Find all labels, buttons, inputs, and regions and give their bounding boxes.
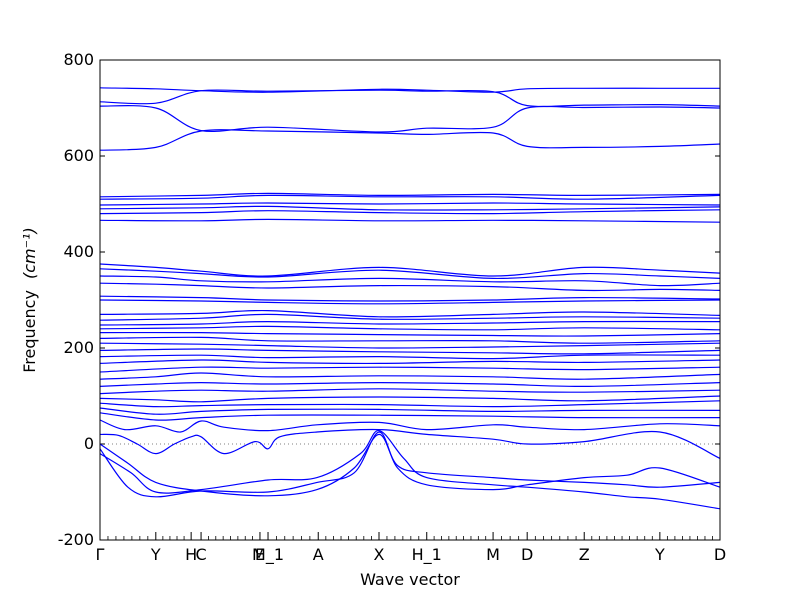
x-tick-label: Y (654, 545, 665, 564)
branch-line-27 (99, 372, 721, 380)
y-axis-label-unit: (cm⁻¹) (20, 227, 39, 279)
x-tick-label: H_1 (412, 545, 442, 565)
x-tick-label: A (313, 545, 324, 564)
phonon-branches (99, 87, 721, 510)
y-tick-label: 400 (63, 242, 94, 261)
branch-line-4 (99, 192, 721, 198)
branch-line-23 (99, 348, 721, 355)
branch-line-18 (99, 320, 721, 326)
branch-line-17 (99, 313, 721, 321)
branch-line-8 (99, 209, 721, 215)
branch-line-28 (99, 381, 721, 388)
branch-line-15 (99, 299, 721, 305)
branch-line-33 (99, 412, 721, 421)
y-tick-label: 800 (63, 50, 94, 69)
branch-line-37 (99, 431, 721, 498)
branch-line-12 (99, 275, 721, 287)
y-tick-label: -200 (58, 530, 94, 549)
x-tick-label: M_1 (252, 545, 284, 565)
y-axis-label-text: Frequency (20, 290, 39, 373)
branch-line-38 (99, 430, 721, 510)
branch-line-14 (99, 295, 721, 302)
branch-line-22 (99, 342, 721, 349)
branch-line-3 (99, 129, 721, 151)
y-tick-label: 600 (63, 146, 94, 165)
branch-line-20 (99, 331, 721, 337)
branch-line-34 (99, 419, 721, 433)
branch-line-11 (99, 268, 721, 280)
branch-line-9 (99, 218, 721, 223)
branch-line-25 (99, 359, 721, 365)
x-tick-label: E (255, 545, 265, 564)
y-axis-label: Frequency (cm⁻¹) (20, 227, 39, 372)
branch-line-29 (99, 388, 721, 395)
y-tick-label: 200 (63, 338, 94, 357)
branch-line-35 (99, 428, 721, 459)
x-tick-label: X (374, 545, 385, 564)
x-tick-marks (99, 532, 721, 540)
branch-line-0 (99, 87, 720, 93)
branch-line-32 (99, 407, 721, 415)
branch-line-2 (99, 105, 721, 133)
branch-line-1 (99, 89, 721, 108)
x-axis-label: Wave vector (360, 570, 460, 589)
branch-line-13 (99, 282, 721, 292)
x-tick-label: M (486, 545, 500, 564)
y-tick-labels: -200 0 200 400 600 800 (58, 50, 94, 549)
branch-line-26 (99, 366, 721, 373)
branch-line-19 (99, 325, 721, 331)
branch-line-21 (99, 336, 721, 344)
x-tick-label: C (195, 545, 206, 564)
x-tick-label: H (185, 545, 197, 564)
branch-line-30 (99, 395, 721, 403)
plot-background (100, 60, 720, 540)
x-tick-label: Y (150, 545, 161, 564)
branch-line-7 (99, 205, 721, 211)
x-tick-label: D (714, 545, 726, 564)
x-tick-label: D (521, 545, 533, 564)
branch-line-10 (99, 263, 721, 277)
y-tick-label: 0 (84, 434, 94, 453)
x-tick-label: Z (579, 545, 590, 564)
branch-line-6 (99, 202, 721, 206)
x-tick-labels: Γ Y HC EM_1 A X H_1 M D Z Y D (96, 545, 727, 565)
x-tick-label: Γ (96, 545, 105, 564)
branch-line-24 (99, 354, 721, 360)
branch-line-31 (99, 400, 721, 408)
plot-frame (99, 59, 721, 541)
branch-line-16 (99, 309, 721, 318)
branch-line-5 (99, 194, 721, 200)
